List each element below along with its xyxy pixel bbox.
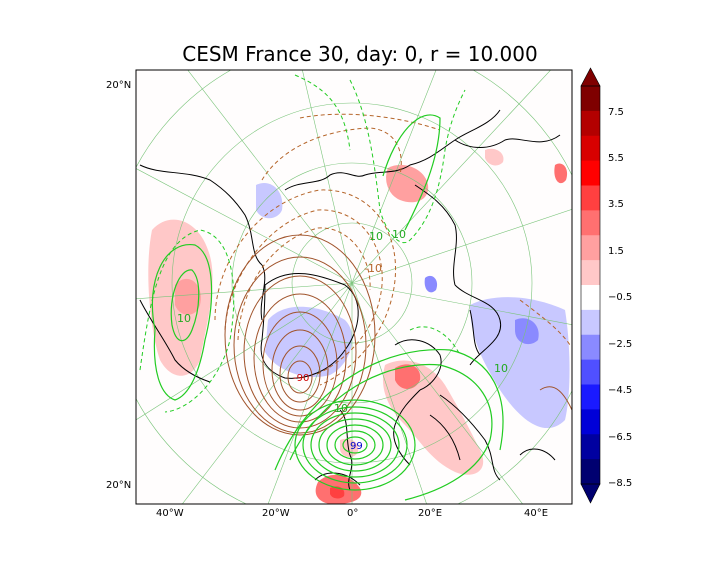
lat-label: 20°N <box>106 480 132 491</box>
contour-label: 99 <box>350 441 363 452</box>
positive-contours-dashed <box>139 74 466 413</box>
colorbar-tick-label: −8.5 <box>608 478 633 489</box>
colorbar-cell <box>581 185 600 211</box>
contour-label: -90 <box>293 373 309 384</box>
colorbar-tick-label: 1.5 <box>608 246 624 257</box>
lon-label: 40°W <box>156 508 184 519</box>
colorbar-cell <box>581 384 600 410</box>
lon-label: 0° <box>347 508 359 519</box>
colorbar-tick-label: −4.5 <box>608 385 633 396</box>
contour-label: 10 <box>177 312 191 325</box>
colorbar-cell <box>581 135 600 162</box>
colorbar-cell <box>581 359 600 385</box>
colorbar-cell <box>581 285 600 311</box>
coastlines <box>139 109 561 491</box>
map-frame <box>135 69 573 505</box>
lat-label: 20°N <box>106 80 132 91</box>
colorbar-extend-max <box>580 67 601 87</box>
colorbar-cell <box>581 309 600 336</box>
colorbar-cell <box>581 260 600 286</box>
colorbar-cell <box>581 409 600 435</box>
colorbar-tick-label: 5.5 <box>608 153 624 164</box>
contour-label: -10 <box>364 262 382 275</box>
contour-label: 10 <box>334 402 348 415</box>
colorbar-cell <box>581 86 600 112</box>
colorbar-tick-label: −2.5 <box>608 339 633 350</box>
colorbar-cell <box>581 110 600 137</box>
colorbar-tick-label: −6.5 <box>608 432 633 443</box>
colorbar-cell <box>581 334 600 361</box>
colorbar <box>580 67 601 504</box>
lon-label: 40°E <box>524 508 549 519</box>
colorbar-cell <box>581 160 600 186</box>
colorbar-tick-label: −0.5 <box>608 292 633 303</box>
colorbar-cell <box>581 459 600 485</box>
contour-labels: 10 -10 -90 99 10 10 10 10 <box>177 228 508 452</box>
colorbar-cell <box>581 210 600 236</box>
colorbar-tick-label: 7.5 <box>608 107 624 118</box>
contour-label: 10 <box>494 362 508 375</box>
colorbar-tick-label: 3.5 <box>608 199 624 210</box>
negative-contours-solid <box>224 234 572 436</box>
colorbar-cell <box>581 434 600 460</box>
colorbar-extend-min <box>580 483 601 504</box>
colorbar-frame <box>580 85 601 485</box>
map-title: CESM France 30, day: 0, r = 10.000 <box>182 42 538 66</box>
graticule <box>136 70 572 504</box>
contour-label: 10 <box>369 230 383 243</box>
colorbar-cell <box>581 235 600 261</box>
lon-label: 20°E <box>418 508 443 519</box>
contour-label: 10 <box>392 228 406 241</box>
lon-label: 20°W <box>262 508 290 519</box>
positive-contours <box>151 114 504 501</box>
